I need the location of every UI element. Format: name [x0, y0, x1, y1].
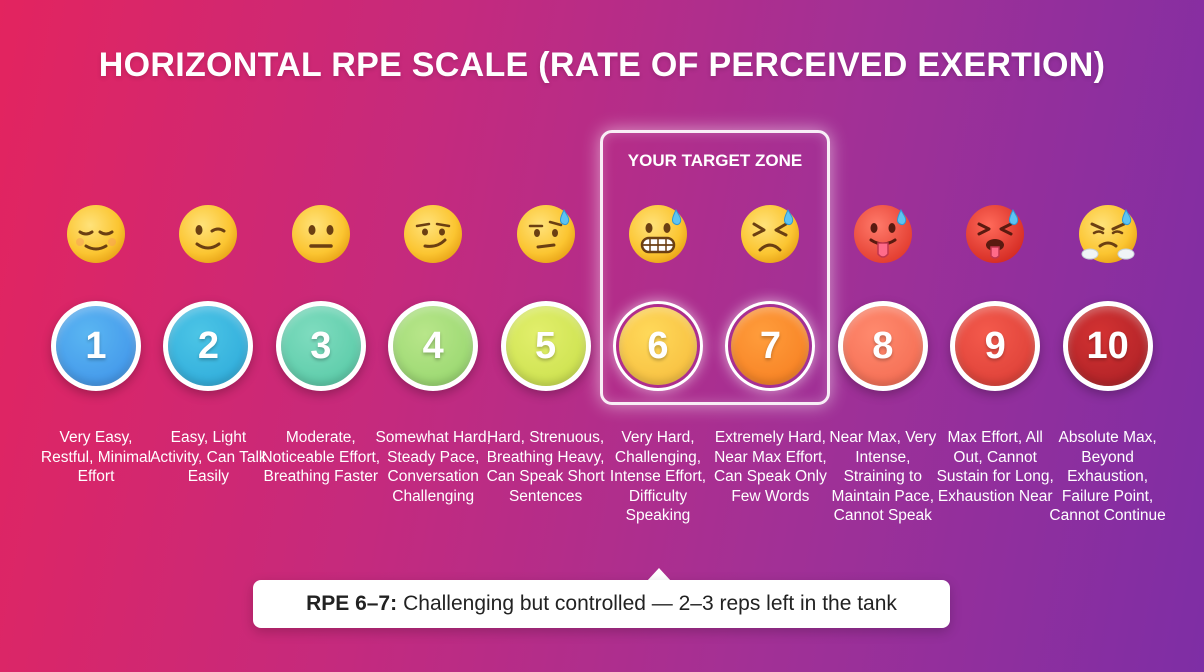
- relieved-face-icon: [64, 202, 128, 266]
- rpe-description: Absolute Max, Beyond Exhaustion, Failure…: [1049, 429, 1166, 524]
- rpe-number: 2: [168, 306, 249, 386]
- grimacing-sweat-face-icon: [626, 202, 690, 266]
- rpe-number: 1: [56, 306, 136, 386]
- rpe-description: Extremely Hard, Near Max Effort, Can Spe…: [713, 429, 827, 505]
- smirking-face-icon: [401, 202, 465, 266]
- rpe-number: 6: [619, 307, 697, 385]
- rpe-description: Easy, Light Activity, Can Talk Easily: [150, 429, 267, 485]
- callout-text: Challenging but controlled — 2–3 reps le…: [403, 592, 897, 615]
- target-zone-label: YOUR TARGET ZONE: [627, 151, 803, 170]
- rpe-level-9: 9 Max Effort, All Out, Cannot Sustain fo…: [937, 196, 1054, 576]
- rpe-level-4: 4 Somewhat Hard, Steady Pace, Conversati…: [375, 196, 491, 576]
- rpe-description: Moderate, Noticeable Effort, Breathing F…: [261, 429, 381, 485]
- neutral-face-icon: [289, 202, 353, 266]
- rpe-number-badge: 5: [500, 301, 591, 391]
- raised-eyebrow-sweat-face-icon: [514, 202, 578, 266]
- rpe-number: 7: [731, 307, 810, 385]
- tired-sweat-face-icon: [738, 202, 802, 266]
- exhausted-red-face-icon: [963, 202, 1027, 266]
- steaming-face-icon: [1076, 202, 1140, 266]
- hot-face-tongue-icon: [851, 202, 915, 266]
- rpe-number-badge: 4: [388, 301, 479, 391]
- rpe-level-2: 2 Easy, Light Activity, Can Talk Easily: [150, 196, 267, 576]
- rpe-level-5: 5 Hard, Strenuous, Breathing Heavy, Can …: [487, 196, 605, 576]
- rpe-number-badge: 3: [275, 301, 366, 391]
- rpe-description: Hard, Strenuous, Breathing Heavy, Can Sp…: [486, 429, 605, 505]
- callout-pointer: [647, 568, 671, 581]
- rpe-description: Max Effort, All Out, Cannot Sustain for …: [936, 429, 1054, 505]
- target-zone-box: YOUR TARGET ZONE: [600, 130, 830, 405]
- rpe-number-badge: 6: [613, 301, 703, 391]
- page-title: HORIZONTAL RPE SCALE (RATE OF PERCEIVED …: [98, 46, 1106, 84]
- rpe-level-1: 1 Very Easy, Restful, Minimal Effort: [40, 196, 152, 576]
- rpe-number-badge: 9: [950, 301, 1041, 391]
- callout-label: RPE 6–7:: [306, 592, 398, 615]
- rpe-number-badge: 8: [837, 301, 928, 391]
- rpe-number: 3: [280, 306, 361, 386]
- rpe-level-6: 6 Very Hard, Challenging, Intense Effort…: [602, 196, 714, 576]
- rpe-number: 8: [842, 306, 923, 386]
- rpe-description: Very Hard, Challenging, Intense Effort, …: [609, 429, 707, 524]
- rpe-level-8: 8 Near Max, Very Intense, Straining to M…: [827, 196, 939, 576]
- rpe-number: 5: [505, 306, 586, 386]
- rpe-number: 9: [955, 306, 1036, 386]
- rpe-level-10: 10 Absolute Max, Beyond Exhaustion, Fail…: [1049, 196, 1166, 576]
- rpe-number-badge: 7: [725, 301, 816, 391]
- rpe-level-3: 3 Moderate, Noticeable Effort, Breathing…: [261, 196, 380, 576]
- rpe-callout: RPE 6–7: Challenging but controlled — 2–…: [253, 580, 950, 628]
- rpe-description: Very Easy, Restful, Minimal Effort: [40, 429, 152, 485]
- winking-face-icon: [176, 202, 240, 266]
- rpe-number: 4: [393, 306, 474, 386]
- rpe-number-badge: 2: [163, 301, 254, 391]
- rpe-description: Somewhat Hard, Steady Pace, Conversation…: [375, 429, 491, 505]
- rpe-description: Near Max, Very Intense, Straining to Mai…: [829, 429, 937, 524]
- rpe-level-7: 7 Extremely Hard, Near Max Effort, Can S…: [714, 196, 827, 576]
- rpe-number-badge: 10: [1062, 301, 1153, 391]
- rpe-number: 10: [1067, 306, 1148, 386]
- rpe-number-badge: 1: [51, 301, 141, 391]
